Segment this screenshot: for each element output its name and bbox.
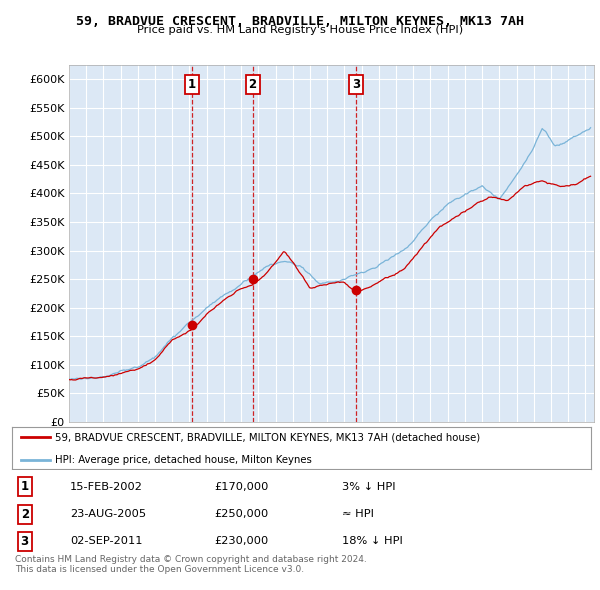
Text: 1: 1 [20, 480, 29, 493]
Text: Price paid vs. HM Land Registry's House Price Index (HPI): Price paid vs. HM Land Registry's House … [137, 25, 463, 35]
Text: HPI: Average price, detached house, Milton Keynes: HPI: Average price, detached house, Milt… [55, 455, 313, 465]
Text: 23-AUG-2005: 23-AUG-2005 [70, 509, 146, 519]
Text: Contains HM Land Registry data © Crown copyright and database right 2024.
This d: Contains HM Land Registry data © Crown c… [15, 555, 367, 574]
Text: 3% ↓ HPI: 3% ↓ HPI [342, 481, 395, 491]
Text: 02-SEP-2011: 02-SEP-2011 [70, 536, 142, 546]
Text: 3: 3 [352, 78, 360, 91]
Text: 3: 3 [20, 535, 29, 548]
Text: 18% ↓ HPI: 18% ↓ HPI [342, 536, 403, 546]
Text: £250,000: £250,000 [215, 509, 269, 519]
Text: 2: 2 [20, 508, 29, 521]
Text: 2: 2 [248, 78, 257, 91]
Text: 1: 1 [187, 78, 196, 91]
Text: ≈ HPI: ≈ HPI [342, 509, 374, 519]
Text: 59, BRADVUE CRESCENT, BRADVILLE, MILTON KEYNES, MK13 7AH: 59, BRADVUE CRESCENT, BRADVILLE, MILTON … [76, 15, 524, 28]
Text: £170,000: £170,000 [215, 481, 269, 491]
Text: 15-FEB-2002: 15-FEB-2002 [70, 481, 143, 491]
Text: 59, BRADVUE CRESCENT, BRADVILLE, MILTON KEYNES, MK13 7AH (detached house): 59, BRADVUE CRESCENT, BRADVILLE, MILTON … [55, 432, 481, 442]
Text: £230,000: £230,000 [215, 536, 269, 546]
